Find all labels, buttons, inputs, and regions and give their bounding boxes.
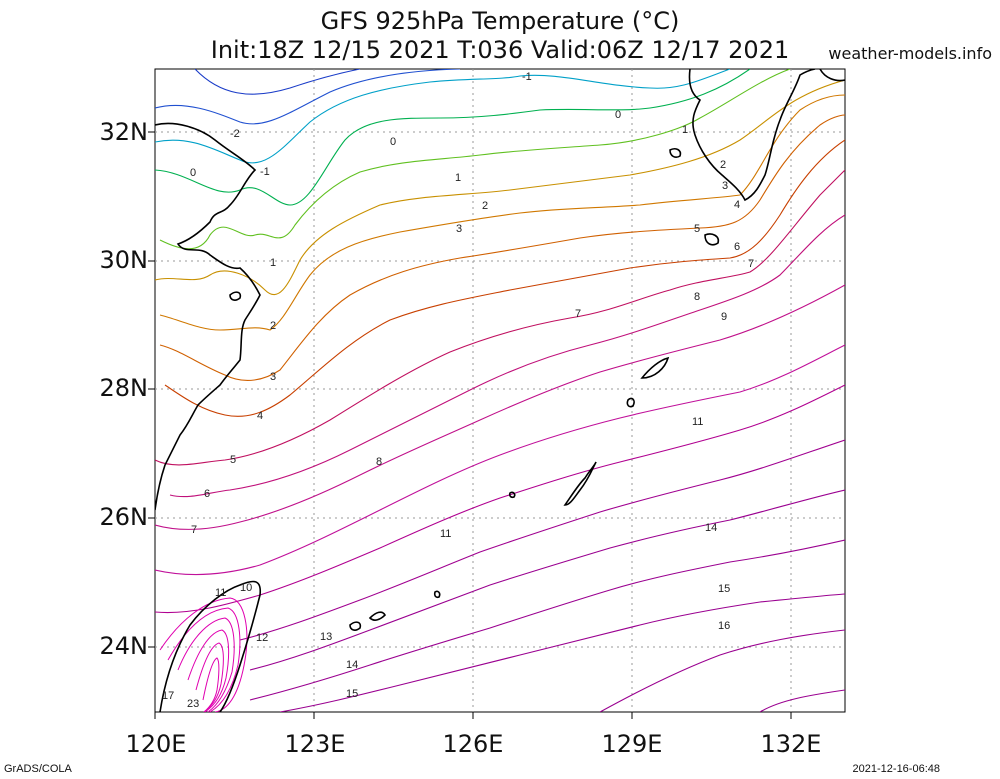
contour-label: 12 — [256, 632, 268, 644]
contour-label: 23 — [187, 698, 199, 710]
contour-label: 1 — [682, 124, 688, 136]
footer-timestamp: 2021-12-16-06:48 — [852, 763, 940, 775]
lon-label-132e: 132E — [760, 730, 822, 758]
contour-label: 9 — [721, 311, 727, 323]
contour-label: 7 — [748, 258, 754, 270]
contour-label: 2 — [720, 159, 726, 171]
contour-label: 2 — [482, 200, 488, 212]
lon-label-120e: 120E — [125, 730, 187, 758]
contour-label: -1 — [260, 166, 270, 178]
coastline-japan-kyushu — [688, 69, 816, 202]
island-okinawa — [563, 461, 597, 506]
contour-line — [155, 69, 731, 164]
contour-label: 0 — [615, 109, 621, 121]
lon-label-126e: 126E — [442, 730, 504, 758]
contour-label: 17 — [162, 690, 174, 702]
contour-line — [159, 94, 845, 331]
island-senkaku — [433, 590, 441, 599]
island-amami — [640, 356, 670, 379]
contour-line — [279, 593, 845, 712]
contour-line — [159, 69, 791, 250]
contour-label: 8 — [376, 456, 382, 468]
contour-label: 6 — [734, 241, 740, 253]
coastline-shikoku — [819, 69, 845, 82]
contour-line — [155, 69, 751, 206]
lon-label-123e: 123E — [284, 730, 346, 758]
contour-label: 1 — [270, 257, 276, 269]
contour-label: 11 — [215, 587, 226, 599]
lat-label-26n: 26N — [99, 503, 149, 531]
contour-label: 5 — [230, 454, 236, 466]
contour-line — [155, 69, 461, 125]
contour-label: 16 — [718, 620, 730, 632]
island-tokunoshima — [626, 397, 635, 408]
gridlines — [155, 69, 845, 712]
map-title: GFS 925hPa Temperature (°C) — [320, 7, 680, 35]
island-zhoushan — [229, 291, 242, 301]
contour-label: -1 — [522, 71, 532, 83]
contour-label: 3 — [722, 180, 728, 192]
contour-line — [164, 139, 845, 417]
contour-label: 13 — [320, 631, 332, 643]
island-kume — [508, 491, 516, 499]
contour-label: -2 — [230, 128, 240, 140]
contour-label: 3 — [456, 223, 462, 235]
island-miyako — [349, 621, 362, 631]
contour-line — [169, 214, 845, 498]
island-ishigaki — [368, 611, 387, 621]
lat-label-32n: 32N — [99, 118, 149, 146]
coastlines — [155, 69, 845, 712]
contour-line — [249, 489, 845, 671]
contour-line — [194, 69, 361, 95]
site-label: weather-models.info — [828, 44, 992, 63]
contour-label: 11 — [440, 528, 451, 540]
island-jeju — [669, 148, 682, 158]
contour-line — [249, 539, 845, 701]
contour-line — [239, 439, 845, 641]
contour-label: 11 — [692, 416, 703, 428]
contour-labels: -2 -1 -1 0 0 0 1 1 1 2 2 2 3 3 3 4 4 5 5… — [162, 71, 754, 710]
island-tanegashima — [704, 233, 720, 246]
contour-line — [155, 79, 845, 296]
axis-ticks — [148, 131, 792, 719]
map-subtitle: Init:18Z 12/15 2021 T:036 Valid:06Z 12/1… — [210, 36, 790, 64]
contour-line — [155, 169, 845, 466]
contour-line — [159, 114, 845, 381]
contour-line — [599, 629, 845, 712]
contour-label: 5 — [694, 223, 700, 235]
contour-label: 8 — [694, 291, 700, 303]
contour-line — [155, 284, 845, 530]
lon-label-129e: 129E — [601, 730, 663, 758]
contour-label: 14 — [346, 659, 358, 671]
contour-label: 10 — [240, 582, 252, 594]
contour-label: 4 — [257, 410, 263, 422]
contour-label: 7 — [191, 524, 197, 536]
footer-credit: GrADS/COLA — [4, 763, 72, 775]
taiwan-warm-core — [159, 597, 248, 712]
lat-label-30n: 30N — [99, 246, 149, 274]
coastline-taiwan — [159, 580, 262, 712]
contour-label: 14 — [705, 522, 717, 534]
contour-label: 3 — [270, 371, 276, 383]
contour-label: 7 — [575, 308, 581, 320]
contour-line — [155, 344, 845, 576]
lat-label-24n: 24N — [99, 632, 149, 660]
contour-label: 15 — [346, 688, 358, 700]
map-frame — [154, 68, 846, 713]
contour-label: 6 — [204, 488, 210, 500]
contour-label: 1 — [455, 172, 461, 184]
contour-label: 0 — [390, 136, 396, 148]
contour-line — [759, 689, 845, 712]
lat-label-28n: 28N — [99, 374, 149, 402]
contour-label: 15 — [718, 583, 730, 595]
contour-label: 2 — [270, 320, 276, 332]
coastline-china — [155, 122, 261, 511]
contour-label: 4 — [734, 199, 740, 211]
contour-label: 0 — [190, 167, 196, 179]
